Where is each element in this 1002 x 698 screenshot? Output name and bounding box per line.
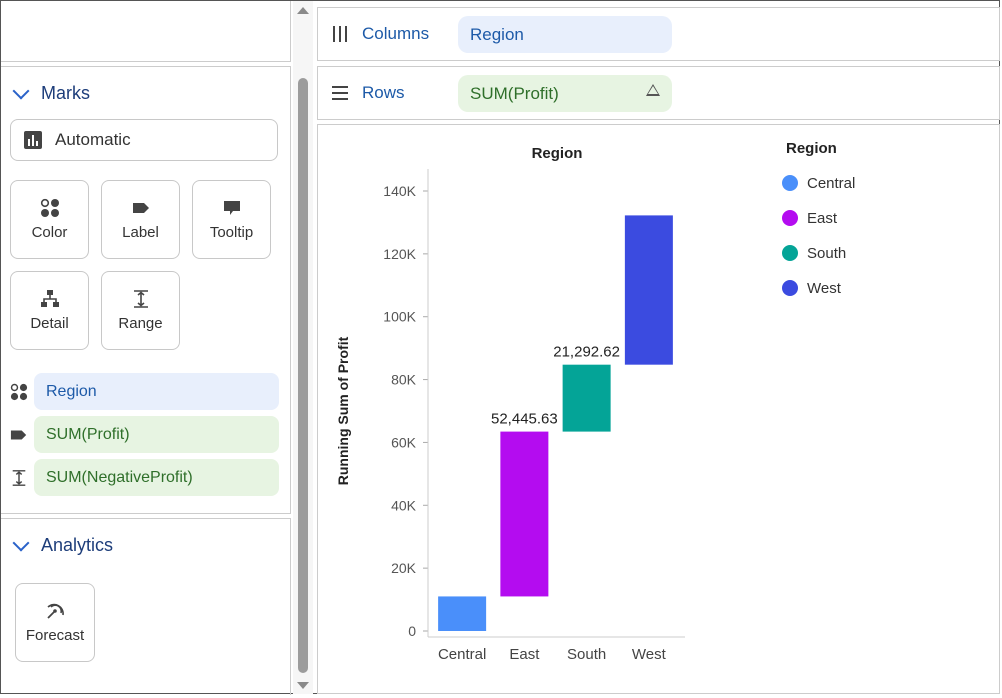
tooltip-icon	[223, 201, 240, 215]
columns-icon	[333, 26, 347, 42]
bar-chart-icon	[24, 131, 42, 149]
scrollbar-thumb[interactable]	[298, 78, 308, 673]
range-icon	[133, 290, 148, 308]
y-axis-label: Running Sum of Profit	[335, 336, 351, 485]
detail-card[interactable]: Detail	[10, 271, 89, 350]
chart-area: Region Running Sum of Profit 0 20K 40K 60K 80K…	[317, 124, 1000, 694]
chevron-down-icon[interactable]	[12, 534, 30, 551]
columns-shelf: Columns Region	[317, 7, 1000, 61]
data-label: 52,445.63	[491, 411, 558, 428]
bar-west	[624, 215, 673, 365]
label-tag-icon	[132, 203, 149, 213]
columns-pill-region[interactable]: Region	[458, 16, 672, 53]
x-tick-label: South	[567, 646, 606, 663]
encoding-row-range: SUM(NegativeProfit)	[1, 459, 290, 497]
label-tag-icon	[10, 430, 27, 440]
range-card[interactable]: Range	[101, 271, 180, 350]
analytics-panel: Analytics Forecast	[1, 518, 291, 695]
forecast-card-label: Forecast	[25, 627, 85, 644]
bar-east	[500, 431, 549, 597]
x-tick-label: East	[509, 646, 540, 663]
scroll-down-icon[interactable]	[297, 682, 309, 689]
color-dots-icon	[40, 198, 59, 217]
legend-swatch-central	[782, 175, 798, 191]
tooltip-card-label: Tooltip	[209, 224, 254, 241]
legend-label-west: West	[807, 280, 842, 297]
rows-shelf-label-group: Rows	[330, 67, 405, 119]
marks-panel: Marks Automatic Color Label Tooltip	[1, 66, 291, 514]
columns-shelf-label-group: Columns	[330, 8, 429, 60]
forecast-icon	[47, 603, 64, 619]
legend-swatch-east	[782, 210, 798, 226]
encoding-row-label: SUM(Profit)	[1, 416, 290, 454]
y-tick-label: 0	[408, 623, 416, 639]
range-icon	[12, 470, 26, 486]
tooltip-card[interactable]: Tooltip	[192, 180, 271, 259]
left-top-panel	[1, 1, 291, 62]
legend-label-central: Central	[807, 175, 855, 192]
legend-swatch-south	[782, 245, 798, 261]
y-tick-label: 140K	[383, 183, 416, 199]
rows-pill-label: SUM(Profit)	[470, 83, 559, 103]
color-card[interactable]: Color	[10, 180, 89, 259]
detail-card-label: Detail	[30, 315, 69, 332]
mark-type-label: Automatic	[55, 130, 131, 149]
analytics-header[interactable]: Analytics	[12, 534, 114, 556]
legend-label-east: East	[807, 210, 838, 227]
encoding-pill-sum-profit[interactable]: SUM(Profit)	[34, 416, 279, 453]
y-tick-label: 120K	[383, 246, 416, 262]
color-card-label: Color	[31, 224, 68, 241]
mark-type-dropdown[interactable]: Automatic	[10, 119, 278, 161]
scroll-up-icon[interactable]	[297, 7, 309, 14]
bar-south	[562, 364, 611, 432]
x-tick-label: Central	[438, 646, 486, 663]
bar-central	[438, 596, 487, 631]
legend-swatch-west	[782, 280, 798, 296]
label-card[interactable]: Label	[101, 180, 180, 259]
rows-shelf: Rows SUM(Profit)	[317, 66, 1000, 120]
chart-title: Region	[532, 145, 583, 162]
rows-label: Rows	[362, 83, 405, 102]
data-label: 21,292.62	[553, 344, 620, 361]
marks-header[interactable]: Marks	[12, 82, 90, 104]
waterfall-chart: Region Running Sum of Profit 0 20K 40K 60K 80K…	[335, 140, 855, 663]
y-tick-label: 80K	[391, 372, 417, 388]
hierarchy-icon	[40, 290, 59, 307]
encoding-row-color: Region	[1, 373, 290, 411]
x-tick-label: West	[632, 646, 667, 663]
rows-icon	[332, 86, 348, 100]
chevron-down-icon[interactable]	[12, 82, 30, 99]
y-tick-label: 60K	[391, 434, 417, 450]
encoding-pill-sum-negativeprofit[interactable]: SUM(NegativeProfit)	[34, 459, 279, 496]
color-dots-icon	[10, 383, 28, 401]
forecast-card[interactable]: Forecast	[15, 583, 95, 662]
marks-title: Marks	[41, 83, 90, 103]
y-tick-label: 100K	[383, 309, 416, 325]
encoding-pill-region[interactable]: Region	[34, 373, 279, 410]
range-card-label: Range	[118, 315, 163, 332]
legend-title: Region	[786, 140, 837, 157]
analytics-title: Analytics	[41, 535, 114, 555]
columns-label: Columns	[362, 24, 430, 43]
y-tick-label: 40K	[391, 497, 417, 513]
table-calc-delta-icon	[646, 84, 660, 96]
y-tick-label: 20K	[391, 560, 417, 576]
label-card-label: Label	[122, 224, 159, 241]
legend-label-south: South	[807, 245, 846, 262]
rows-pill-sum-profit[interactable]: SUM(Profit)	[458, 75, 672, 112]
